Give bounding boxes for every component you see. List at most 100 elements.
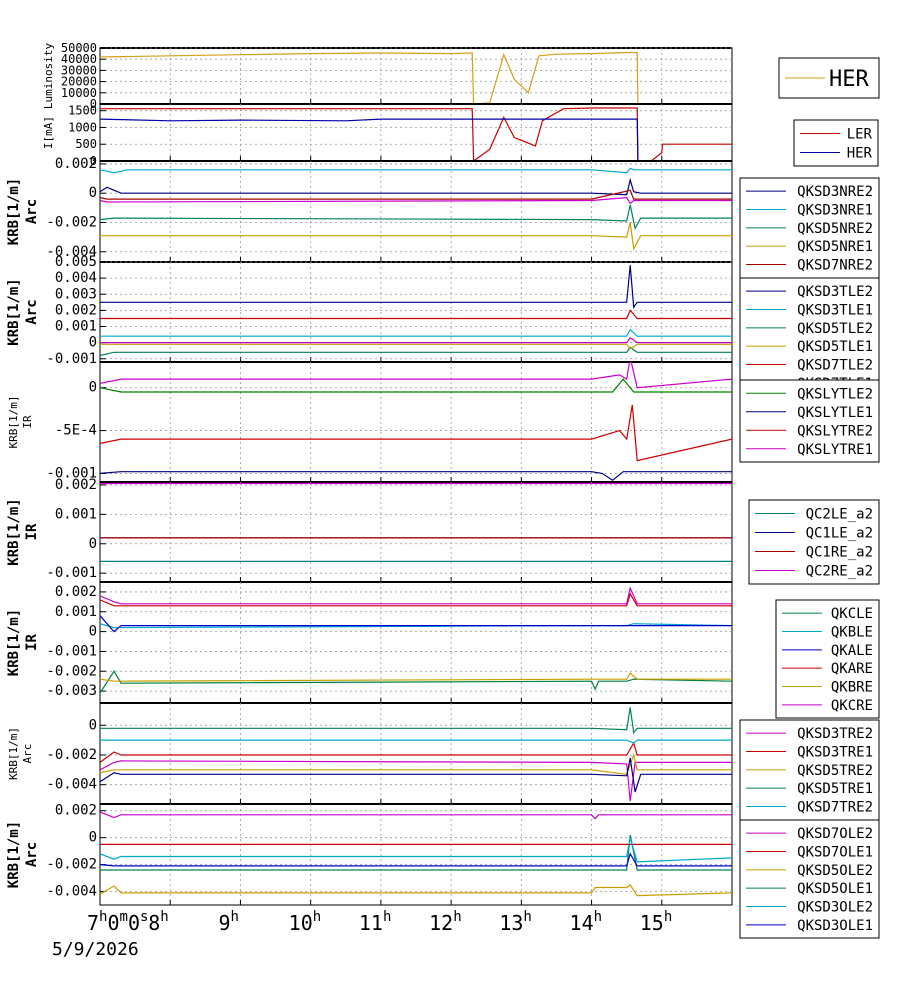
- panel-current: 0 500 1000 1500 I[mA] LER HER: [42, 103, 879, 168]
- series-line-qksd7tle2: [100, 309, 732, 320]
- legend-box: [739, 819, 880, 939]
- y-axis-sublabel: Arc: [24, 842, 40, 867]
- y-tick-label: 10000: [61, 86, 97, 100]
- y-tick-label: 500: [75, 137, 97, 151]
- legend-label: QKSD3TLE2: [797, 284, 873, 300]
- series-line-qksd5tle1: [100, 343, 732, 350]
- y-tick-label: -0.002: [46, 663, 97, 679]
- y-tick-label: 0.004: [55, 270, 97, 286]
- y-tick-label: 0: [89, 335, 97, 351]
- y-axis-sublabel: Arc: [24, 299, 40, 324]
- y-tick-label: -0.001: [46, 351, 97, 367]
- legend-label: QKSD5OLE1: [797, 881, 873, 897]
- series-line-qkslytre2: [100, 404, 732, 462]
- y-axis-label: Luminosity: [42, 43, 55, 110]
- y-tick-label: -0.004: [46, 884, 97, 900]
- x-tick-label: 10h: [289, 909, 322, 935]
- series-line-qkale: [100, 615, 732, 633]
- series-line-her: [100, 51, 732, 104]
- legend-current: LER HER: [793, 119, 879, 167]
- legend-label: QKSD7NRE2: [797, 258, 873, 274]
- y-tick-label: -0.001: [46, 643, 97, 659]
- legend-label: HER: [847, 146, 873, 162]
- x-tick-label: 12h: [429, 909, 462, 935]
- legend-label: LER: [847, 127, 873, 143]
- legend-label: QKBRE: [831, 680, 873, 696]
- legend-label: QKSD5OLE2: [797, 863, 873, 879]
- y-axis-sublabel: IR: [24, 523, 40, 540]
- series-line-qksd7nre2: [100, 189, 732, 200]
- panel-frame: [99, 581, 733, 704]
- legend-label: QKSLYTLE1: [797, 405, 873, 421]
- legend-arc1: QKSD3NRE2 QKSD3NRE1 QKSD5NRE2 QKSD5NRE1 QKSD…: [739, 177, 880, 297]
- y-tick-label: 0.005: [55, 254, 97, 270]
- y-tick-label: 0: [90, 97, 97, 111]
- legend-label: QC1LE_a2: [806, 526, 873, 542]
- legend-label: QKSD5TRE2: [797, 763, 873, 779]
- y-tick-label: -5E-4: [55, 423, 97, 439]
- x-tick-label: 9h: [218, 909, 238, 935]
- y-tick-label: 40000: [61, 52, 97, 66]
- legend-label: QKSD5TLE1: [797, 339, 873, 355]
- panel-frame: [99, 803, 733, 906]
- y-tick-label: 0.002: [55, 584, 97, 600]
- series-line-qkcle: [100, 670, 732, 694]
- y-tick-label: 0.001: [55, 319, 97, 335]
- series-line-qksd5tre2: [100, 752, 732, 775]
- y-axis-sublabel: IR: [24, 634, 40, 651]
- series-line-ler: [100, 107, 732, 161]
- series-line-qkslytre1: [100, 362, 732, 389]
- series-line-qksd3ole2: [100, 837, 732, 863]
- legend-label: QKSLYTRE2: [797, 423, 873, 439]
- panel-ir1: 0 -5E-4 -0.001 KRB[1/m] IR QKSLYTLE2 QKSLYTLE1…: [7, 361, 880, 483]
- legend-label: QKSD3TLE1: [797, 303, 873, 319]
- legend-label: QKSD3OLE2: [797, 900, 873, 916]
- series-line-qksd5ole1: [100, 834, 732, 871]
- series-line-qksd7tre2: [100, 739, 732, 744]
- series-line-qkcre: [100, 586, 732, 605]
- legend-luminosity: HER: [778, 57, 880, 99]
- series-line-qksd3tre1: [100, 741, 732, 763]
- legend-label: QKSD7TRE2: [797, 800, 873, 816]
- y-tick-label: -0.003: [46, 683, 97, 699]
- legend-label: QKSD5TRE1: [797, 781, 873, 797]
- y-tick-label: 0.003: [55, 286, 97, 302]
- series-line-qksd7ole2: [100, 811, 732, 820]
- series-line-qksd5nre1: [100, 222, 732, 251]
- panel-arc3: 0 -0.002 -0.004 KRB[1/m] Arc QKSD3TRE2 QKSD3TR…: [7, 702, 880, 839]
- y-tick-label: -0.002: [46, 214, 97, 230]
- y-tick-label: 0: [89, 380, 97, 396]
- legend-ir2: QC2LE_a2 QC1LE_a2 QC1RE_a2 QC2RE_a2: [748, 499, 880, 585]
- panel-frame: [99, 481, 733, 583]
- series-line-qksd3tle2: [100, 265, 732, 309]
- date-label: 5/9/2026: [52, 939, 139, 960]
- legend-label: QKBLE: [831, 625, 873, 641]
- y-tick-label: 20000: [61, 75, 97, 89]
- legend-label: QKSD7OLE2: [797, 826, 873, 842]
- legend-label: QKALE: [831, 643, 873, 659]
- y-tick-label: 1500: [68, 104, 97, 118]
- y-tick-label: 0.001: [55, 506, 97, 522]
- legend-label: QKSLYTLE2: [797, 386, 873, 402]
- series-line-qksd7tle1: [100, 336, 732, 344]
- series-line-qksd3ole1: [100, 852, 732, 867]
- y-tick-label: -0.001: [46, 465, 97, 481]
- y-tick-label: 50000: [61, 41, 97, 55]
- panel-ir3: 0.002 0.001 0 -0.001 -0.002 -0.003 KRB[1/m] IR Q…: [6, 581, 880, 719]
- series-line-qksd5tre1: [100, 707, 732, 735]
- legend-box: [739, 177, 880, 297]
- y-tick-label: 1000: [68, 120, 97, 134]
- y-tick-label: -0.004: [46, 777, 97, 793]
- y-tick-label: 0: [89, 536, 97, 552]
- y-tick-label: -0.004: [46, 244, 97, 260]
- series-line-qkslytle1: [100, 471, 732, 482]
- legend-ir3: QKCLE QKBLE QKALE QKARE QKBRE QKCRE: [775, 599, 880, 719]
- y-tick-label: -0.002: [46, 747, 97, 763]
- legend-label: QKSD3NRE1: [797, 203, 873, 219]
- series-line-qksd7tre1: [100, 757, 732, 793]
- legend-label: QC2RE_a2: [806, 564, 873, 580]
- y-tick-label: 30000: [61, 63, 97, 77]
